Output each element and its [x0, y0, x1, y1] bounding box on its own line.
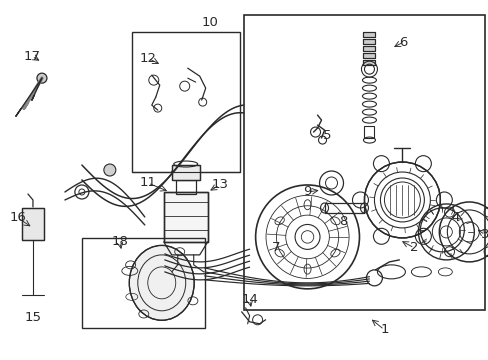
Bar — [364, 126, 374, 138]
Bar — [163, 192, 207, 242]
Bar — [175, 180, 195, 194]
Text: 18: 18 — [111, 235, 128, 248]
Ellipse shape — [129, 246, 194, 320]
Bar — [171, 165, 199, 180]
Bar — [363, 32, 375, 37]
Text: 17: 17 — [23, 50, 41, 63]
Bar — [363, 60, 375, 65]
Bar — [363, 32, 375, 37]
Bar — [163, 192, 207, 242]
Text: 12: 12 — [139, 52, 156, 65]
Bar — [243, 15, 484, 310]
Bar — [22, 208, 44, 240]
Text: 13: 13 — [211, 179, 228, 192]
Text: 10: 10 — [201, 16, 218, 29]
Text: 7: 7 — [272, 242, 280, 255]
Bar — [81, 238, 204, 328]
Text: 5: 5 — [323, 129, 331, 141]
Bar — [132, 32, 239, 172]
Text: 8: 8 — [339, 215, 347, 229]
Text: 2: 2 — [409, 242, 418, 255]
Bar — [363, 46, 375, 51]
Text: 14: 14 — [241, 293, 258, 306]
Text: 1: 1 — [379, 323, 388, 336]
Text: 4: 4 — [450, 211, 459, 224]
Circle shape — [37, 73, 47, 83]
Text: 15: 15 — [24, 311, 41, 324]
Bar — [363, 53, 375, 58]
Text: 11: 11 — [139, 176, 156, 189]
Bar — [363, 53, 375, 58]
Bar — [324, 203, 364, 213]
Text: 9: 9 — [303, 185, 311, 198]
Bar — [363, 39, 375, 44]
Text: 16: 16 — [10, 211, 26, 224]
Bar — [363, 39, 375, 44]
Circle shape — [103, 164, 116, 176]
Bar — [171, 165, 199, 180]
Bar — [363, 46, 375, 51]
Text: 3: 3 — [480, 228, 488, 242]
Text: 6: 6 — [398, 36, 407, 49]
Bar — [363, 60, 375, 65]
Bar — [22, 208, 44, 240]
